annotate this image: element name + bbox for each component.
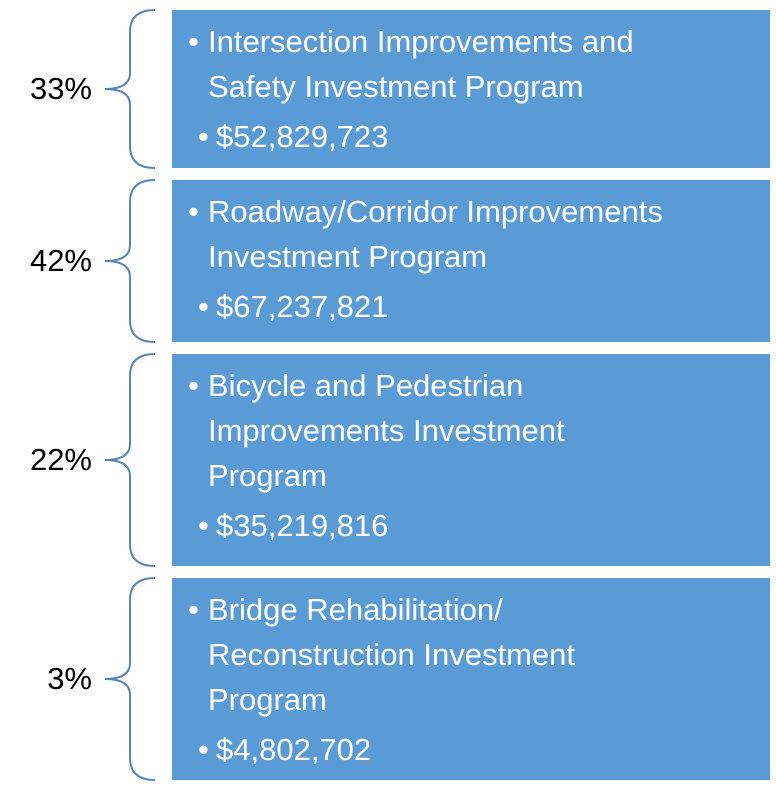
program-title: Bridge Rehabilitation/ — [208, 592, 503, 627]
bullet: • — [198, 508, 209, 543]
percent-label: 22% — [29, 442, 92, 477]
program-title: Reconstruction Investment — [208, 637, 576, 672]
brace — [104, 179, 156, 343]
bullet: • — [198, 732, 209, 767]
program-title: Improvements Investment — [208, 413, 565, 448]
program-box: • Bridge Rehabilitation/Reconstruction In… — [172, 578, 770, 780]
program-title: Roadway/Corridor Improvements — [208, 194, 663, 229]
program-amount: $52,829,723 — [216, 119, 389, 154]
brace — [104, 577, 156, 781]
percent-label: 42% — [29, 243, 92, 278]
program-title: Program — [208, 458, 327, 493]
program-title: Program — [208, 682, 327, 717]
program-box: • Roadway/Corridor Improvements Investment… — [172, 180, 770, 342]
bullet: • — [188, 592, 199, 627]
bullet: • — [188, 24, 199, 59]
program-title: Intersection Improvements and — [208, 24, 634, 59]
program-title: Safety Investment Program — [208, 69, 584, 104]
percent-label: 33% — [29, 71, 92, 106]
program-amount: $67,237,821 — [216, 289, 389, 324]
program-amount: $35,219,816 — [216, 508, 389, 543]
program-box: • Bicycle and Pedestrian Improvements Inve… — [172, 354, 770, 566]
program-title: Investment Program — [208, 239, 488, 274]
bullet: • — [188, 194, 199, 229]
program-amount: $4,802,702 — [216, 732, 372, 767]
program-box: • Intersection Improvements and Safety Inv… — [172, 10, 770, 168]
bullet: • — [188, 368, 199, 403]
brace — [104, 353, 156, 567]
program-title: Bicycle and Pedestrian — [208, 368, 524, 403]
brace — [104, 9, 156, 169]
bullet: • — [198, 119, 209, 154]
bullet: • — [198, 289, 209, 324]
percent-label: 3% — [47, 661, 92, 696]
